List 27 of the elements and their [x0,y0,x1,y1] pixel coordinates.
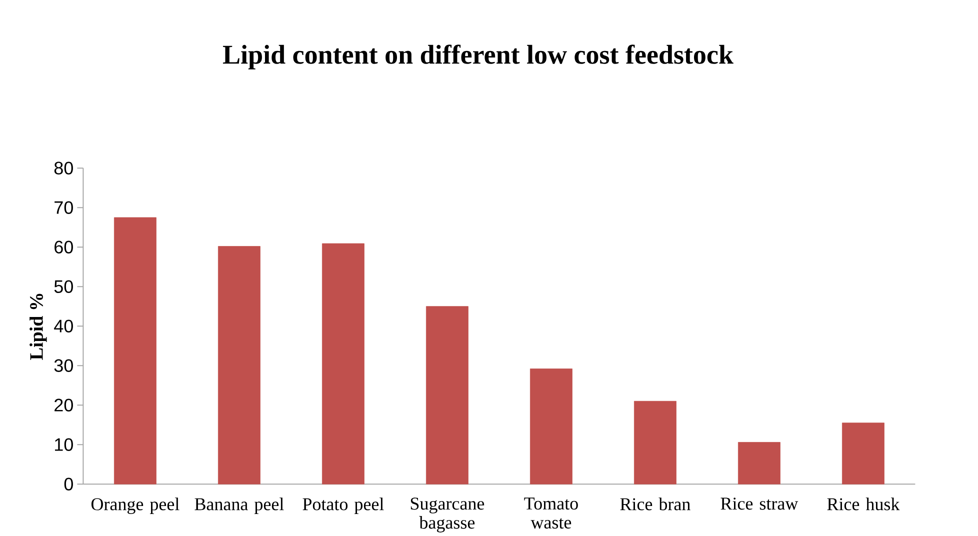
x-tick-label: Tomato waste [524,498,578,529]
y-tick-label: 60 [54,240,73,254]
y-tick-label: 0 [64,478,73,491]
x-tick-label: Sugarcane bagasse [410,498,484,533]
y-tick-label: 50 [54,280,73,294]
bar [738,442,780,484]
x-tick-label: Rice husk [827,498,900,510]
x-tick-label: Potato peel [302,498,384,514]
bar [426,306,468,484]
y-tick-label: 20 [54,398,73,412]
y-tick-label: 10 [55,438,73,452]
x-tick-label: Banana peel [194,498,284,514]
x-tick-label: Rice straw [720,498,798,510]
y-tick-label: 40 [54,320,73,333]
bar [218,246,260,484]
y-tick-label: 30 [54,359,73,372]
bar [114,217,156,484]
bar [322,243,364,484]
chart-title: Lipid content on different low cost feedstock [222,44,734,70]
bar [530,368,572,484]
bar [842,422,884,484]
bar [634,401,676,484]
x-tick-label: Rice bran [620,498,690,510]
x-tick-label: Orange peel [91,498,180,514]
y-tick-label: 70 [54,201,73,214]
y-tick-label: 80 [54,162,73,175]
y-axis-title: Lipid % [30,294,47,360]
